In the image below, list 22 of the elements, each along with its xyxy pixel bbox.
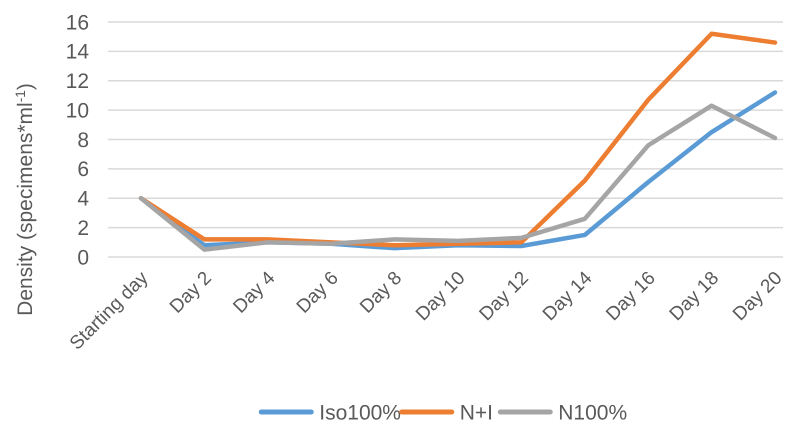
legend-label: N+I (460, 401, 494, 424)
y-tick-label: 16 (66, 11, 89, 34)
x-tick-label: Day 8 (356, 268, 406, 318)
y-tick-label: 8 (77, 128, 89, 152)
x-tick-label: Day 12 (476, 268, 533, 326)
x-tick-label: Day 6 (292, 268, 343, 318)
y-tick-label: 10 (66, 99, 89, 122)
x-tick-label: Day 16 (602, 268, 660, 326)
legend-label: N100% (558, 401, 628, 424)
y-tick-label: 4 (77, 188, 90, 211)
x-tick-label: Day 14 (538, 267, 597, 326)
legend-label: Iso100% (319, 401, 401, 424)
y-tick-label: 2 (77, 216, 89, 240)
x-tick-label: Day 2 (166, 268, 216, 318)
x-tick-label: Day 18 (666, 268, 724, 326)
x-tick-label: Day 10 (412, 268, 470, 326)
y-tick-label: 14 (66, 40, 90, 64)
y-tick-label: 12 (66, 70, 89, 94)
x-tick-label: Day 4 (229, 267, 280, 318)
y-tick-label: 6 (77, 158, 89, 182)
y-tick-label: 0 (77, 246, 89, 270)
x-tick-label: Day 20 (729, 268, 787, 326)
